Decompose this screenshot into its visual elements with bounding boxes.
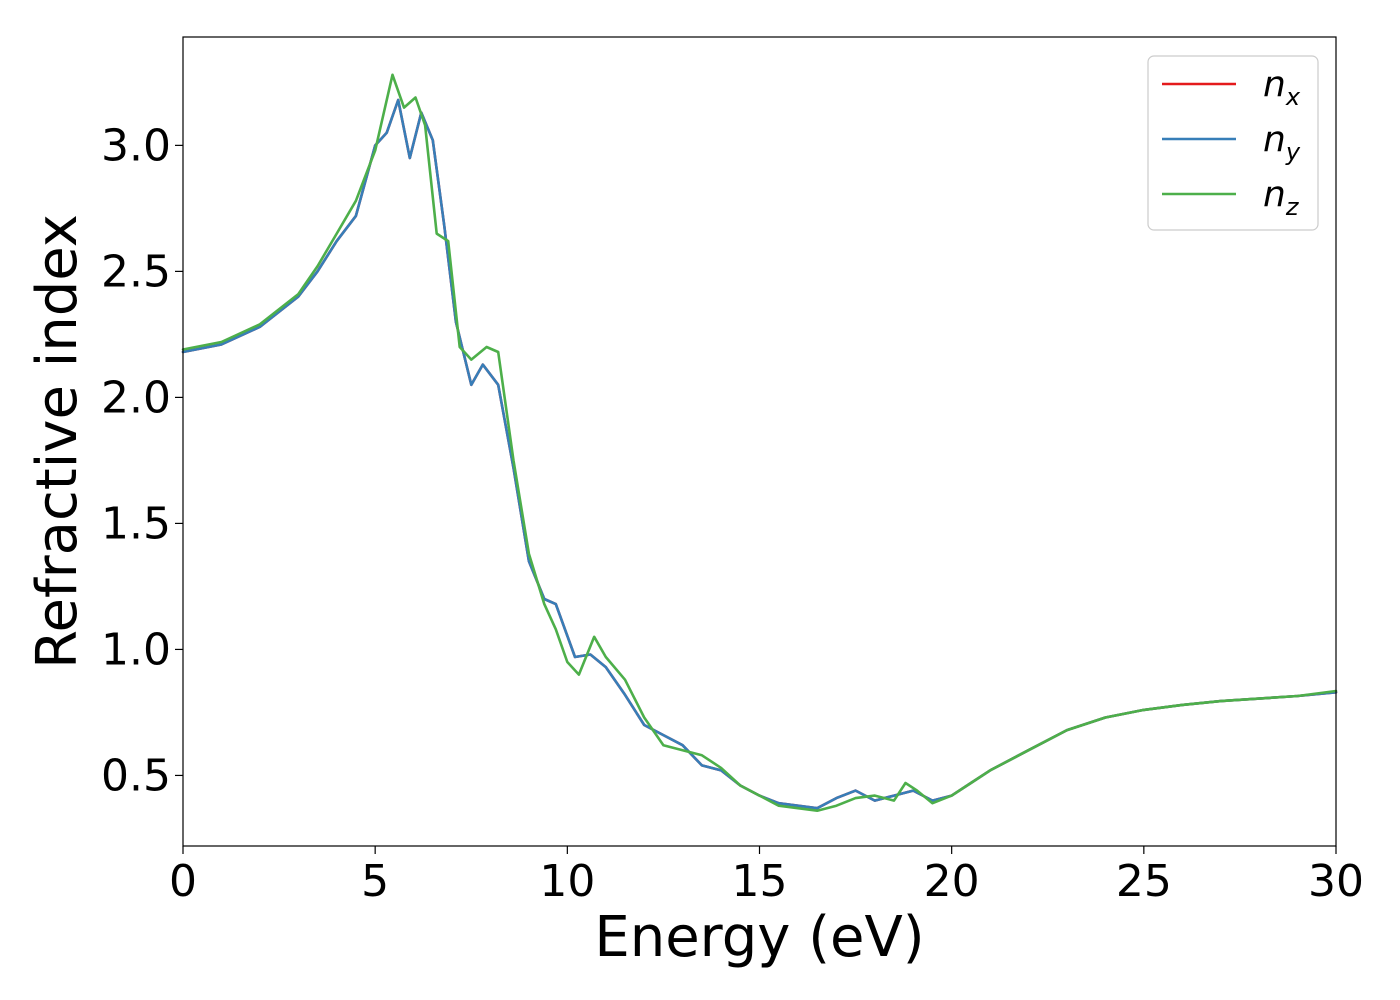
y-tick-label: 3.0: [101, 120, 171, 171]
x-tick-label: 30: [1308, 856, 1364, 907]
legend-label-x: nx: [1263, 64, 1301, 111]
x-tick-label: 20: [924, 856, 980, 907]
legend-label-base: n: [1263, 174, 1286, 215]
legend-label-base: n: [1263, 64, 1286, 105]
y-tick-label: 0.5: [101, 750, 171, 801]
y-tick-label: 1.5: [101, 498, 171, 549]
legend-label-subscript: y: [1285, 138, 1301, 166]
x-tick-label: 10: [539, 856, 595, 907]
x-tick-label: 5: [361, 856, 389, 907]
y-tick-label: 2.5: [101, 246, 171, 297]
legend-label-subscript: z: [1285, 193, 1300, 221]
legend-box: [1147, 55, 1319, 231]
x-tick-label: 25: [1116, 856, 1172, 907]
x-axis-title: Energy (eV): [594, 905, 924, 970]
x-tick-label: 0: [169, 856, 197, 907]
y-tick-label: 2.0: [101, 372, 171, 423]
x-axis: 0 5 10 15 20 25 30: [169, 846, 1364, 907]
x-tick-label: 15: [732, 856, 788, 907]
y-axis: 0.5 1.0 1.5 2.0 2.5 3.0: [101, 120, 183, 801]
series-layer: [181, 73, 1338, 812]
legend-label-base: n: [1263, 119, 1286, 160]
y-tick-label: 1.0: [101, 624, 171, 675]
legend-label-y: ny: [1263, 119, 1301, 166]
y-axis-title: Refractive index: [25, 214, 90, 669]
series-line-z: [181, 73, 1338, 812]
legend-label-subscript: x: [1285, 83, 1301, 111]
legend-label-z: nz: [1263, 174, 1300, 221]
